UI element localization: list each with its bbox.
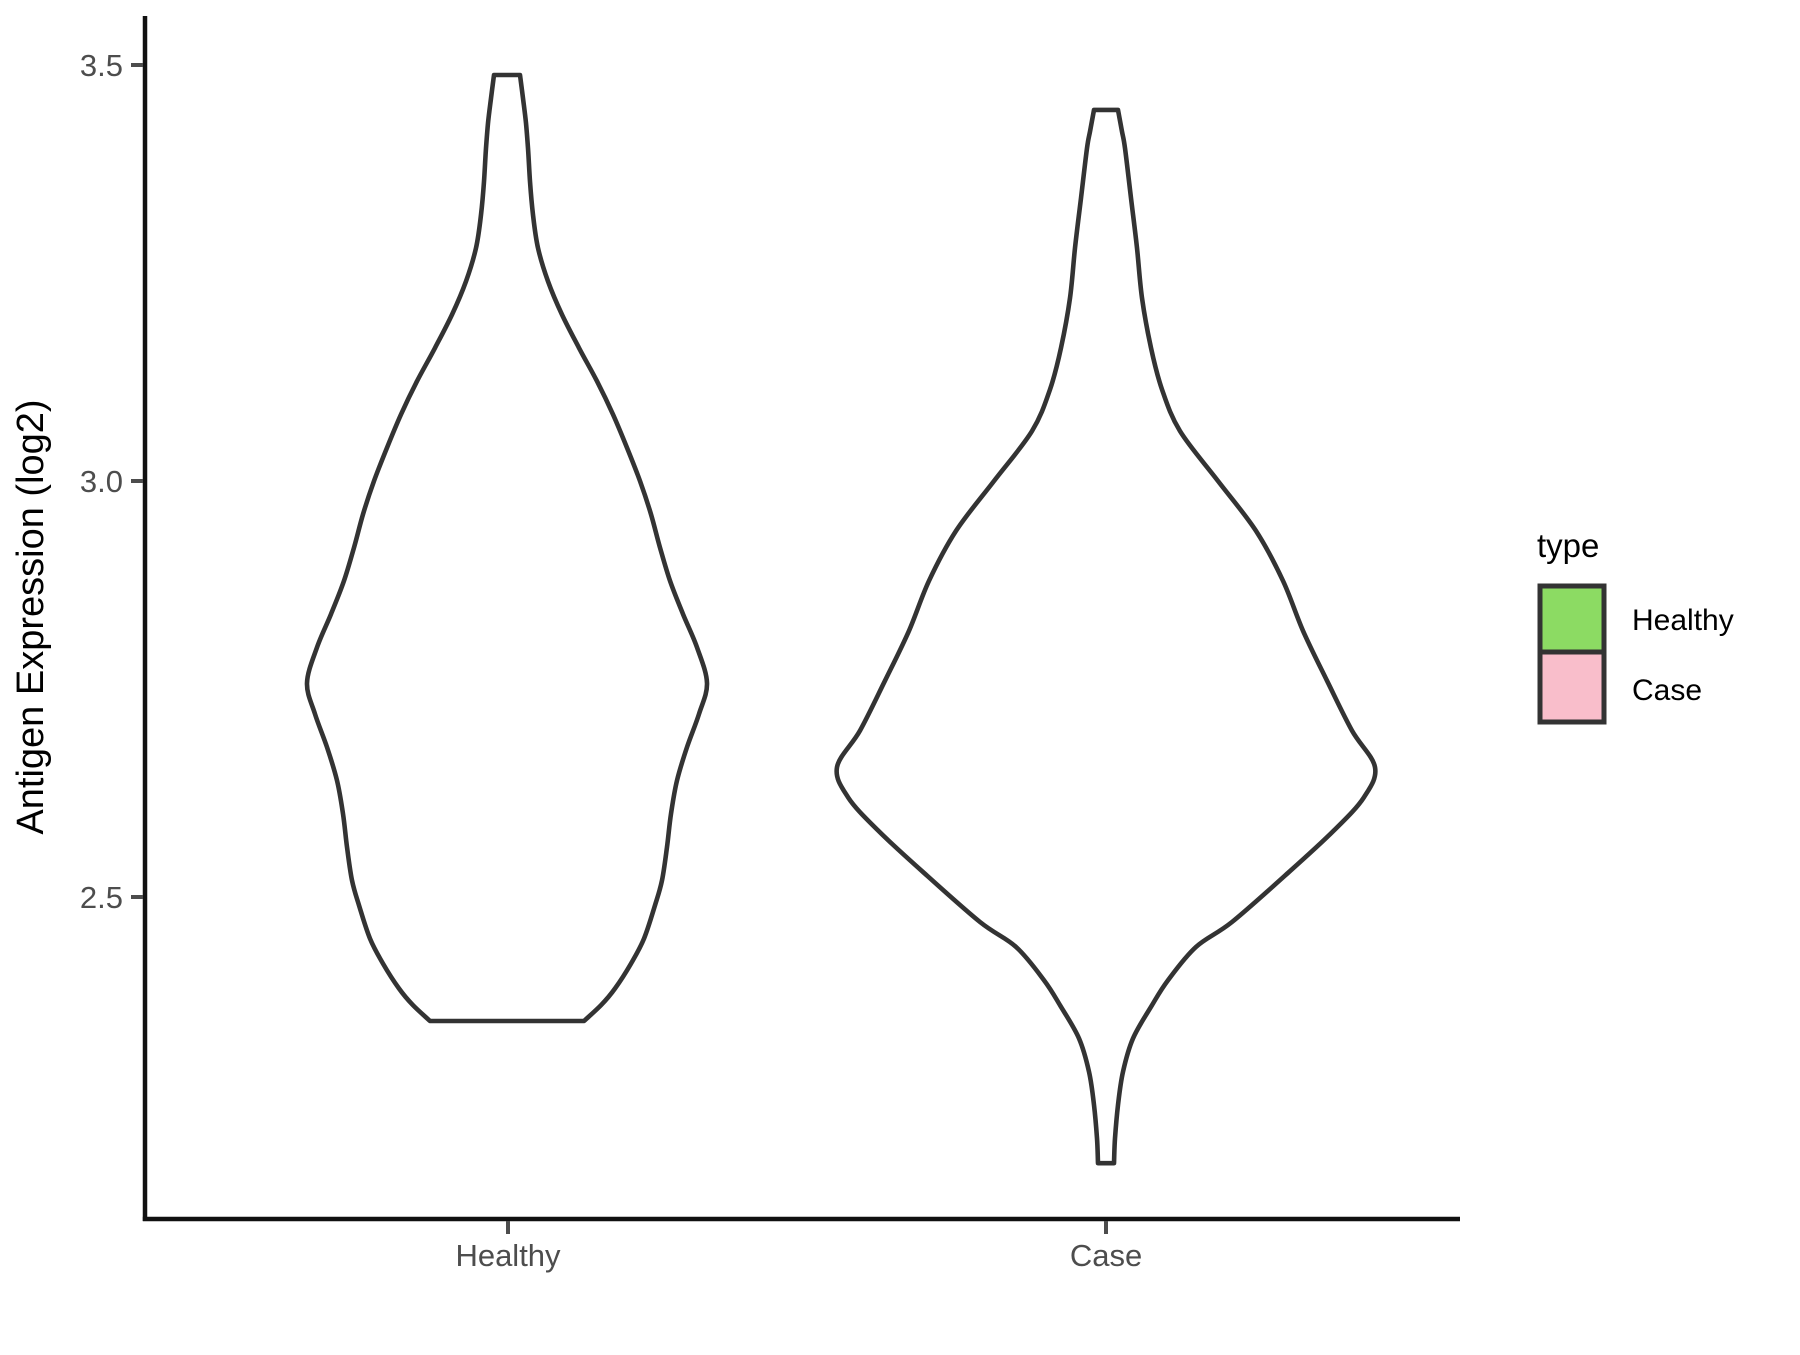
y-tick-label-3_0: 3.0 (80, 464, 123, 499)
x-category-label-case: Case (1070, 1238, 1142, 1273)
legend-label-healthy: Healthy (1632, 604, 1734, 637)
violin-case (834, 107, 1378, 1166)
legend-key-case (1537, 649, 1607, 725)
y-tick-label-2_5: 2.5 (80, 880, 123, 915)
violin-healthy (304, 72, 710, 1024)
x-category-label-healthy: Healthy (455, 1238, 561, 1273)
legend-title: type (1537, 527, 1599, 564)
legend-label-case: Case (1632, 674, 1702, 707)
legend: type Healthy Case (1537, 527, 1734, 725)
axes: 3.5 3.0 2.5 Healthy Case Antigen Express… (10, 16, 1460, 1273)
plot-area (304, 72, 1378, 1166)
y-axis-title: Antigen Expression (log2) (10, 399, 52, 834)
legend-key-healthy (1537, 583, 1607, 655)
y-tick-label-3_5: 3.5 (80, 48, 123, 83)
